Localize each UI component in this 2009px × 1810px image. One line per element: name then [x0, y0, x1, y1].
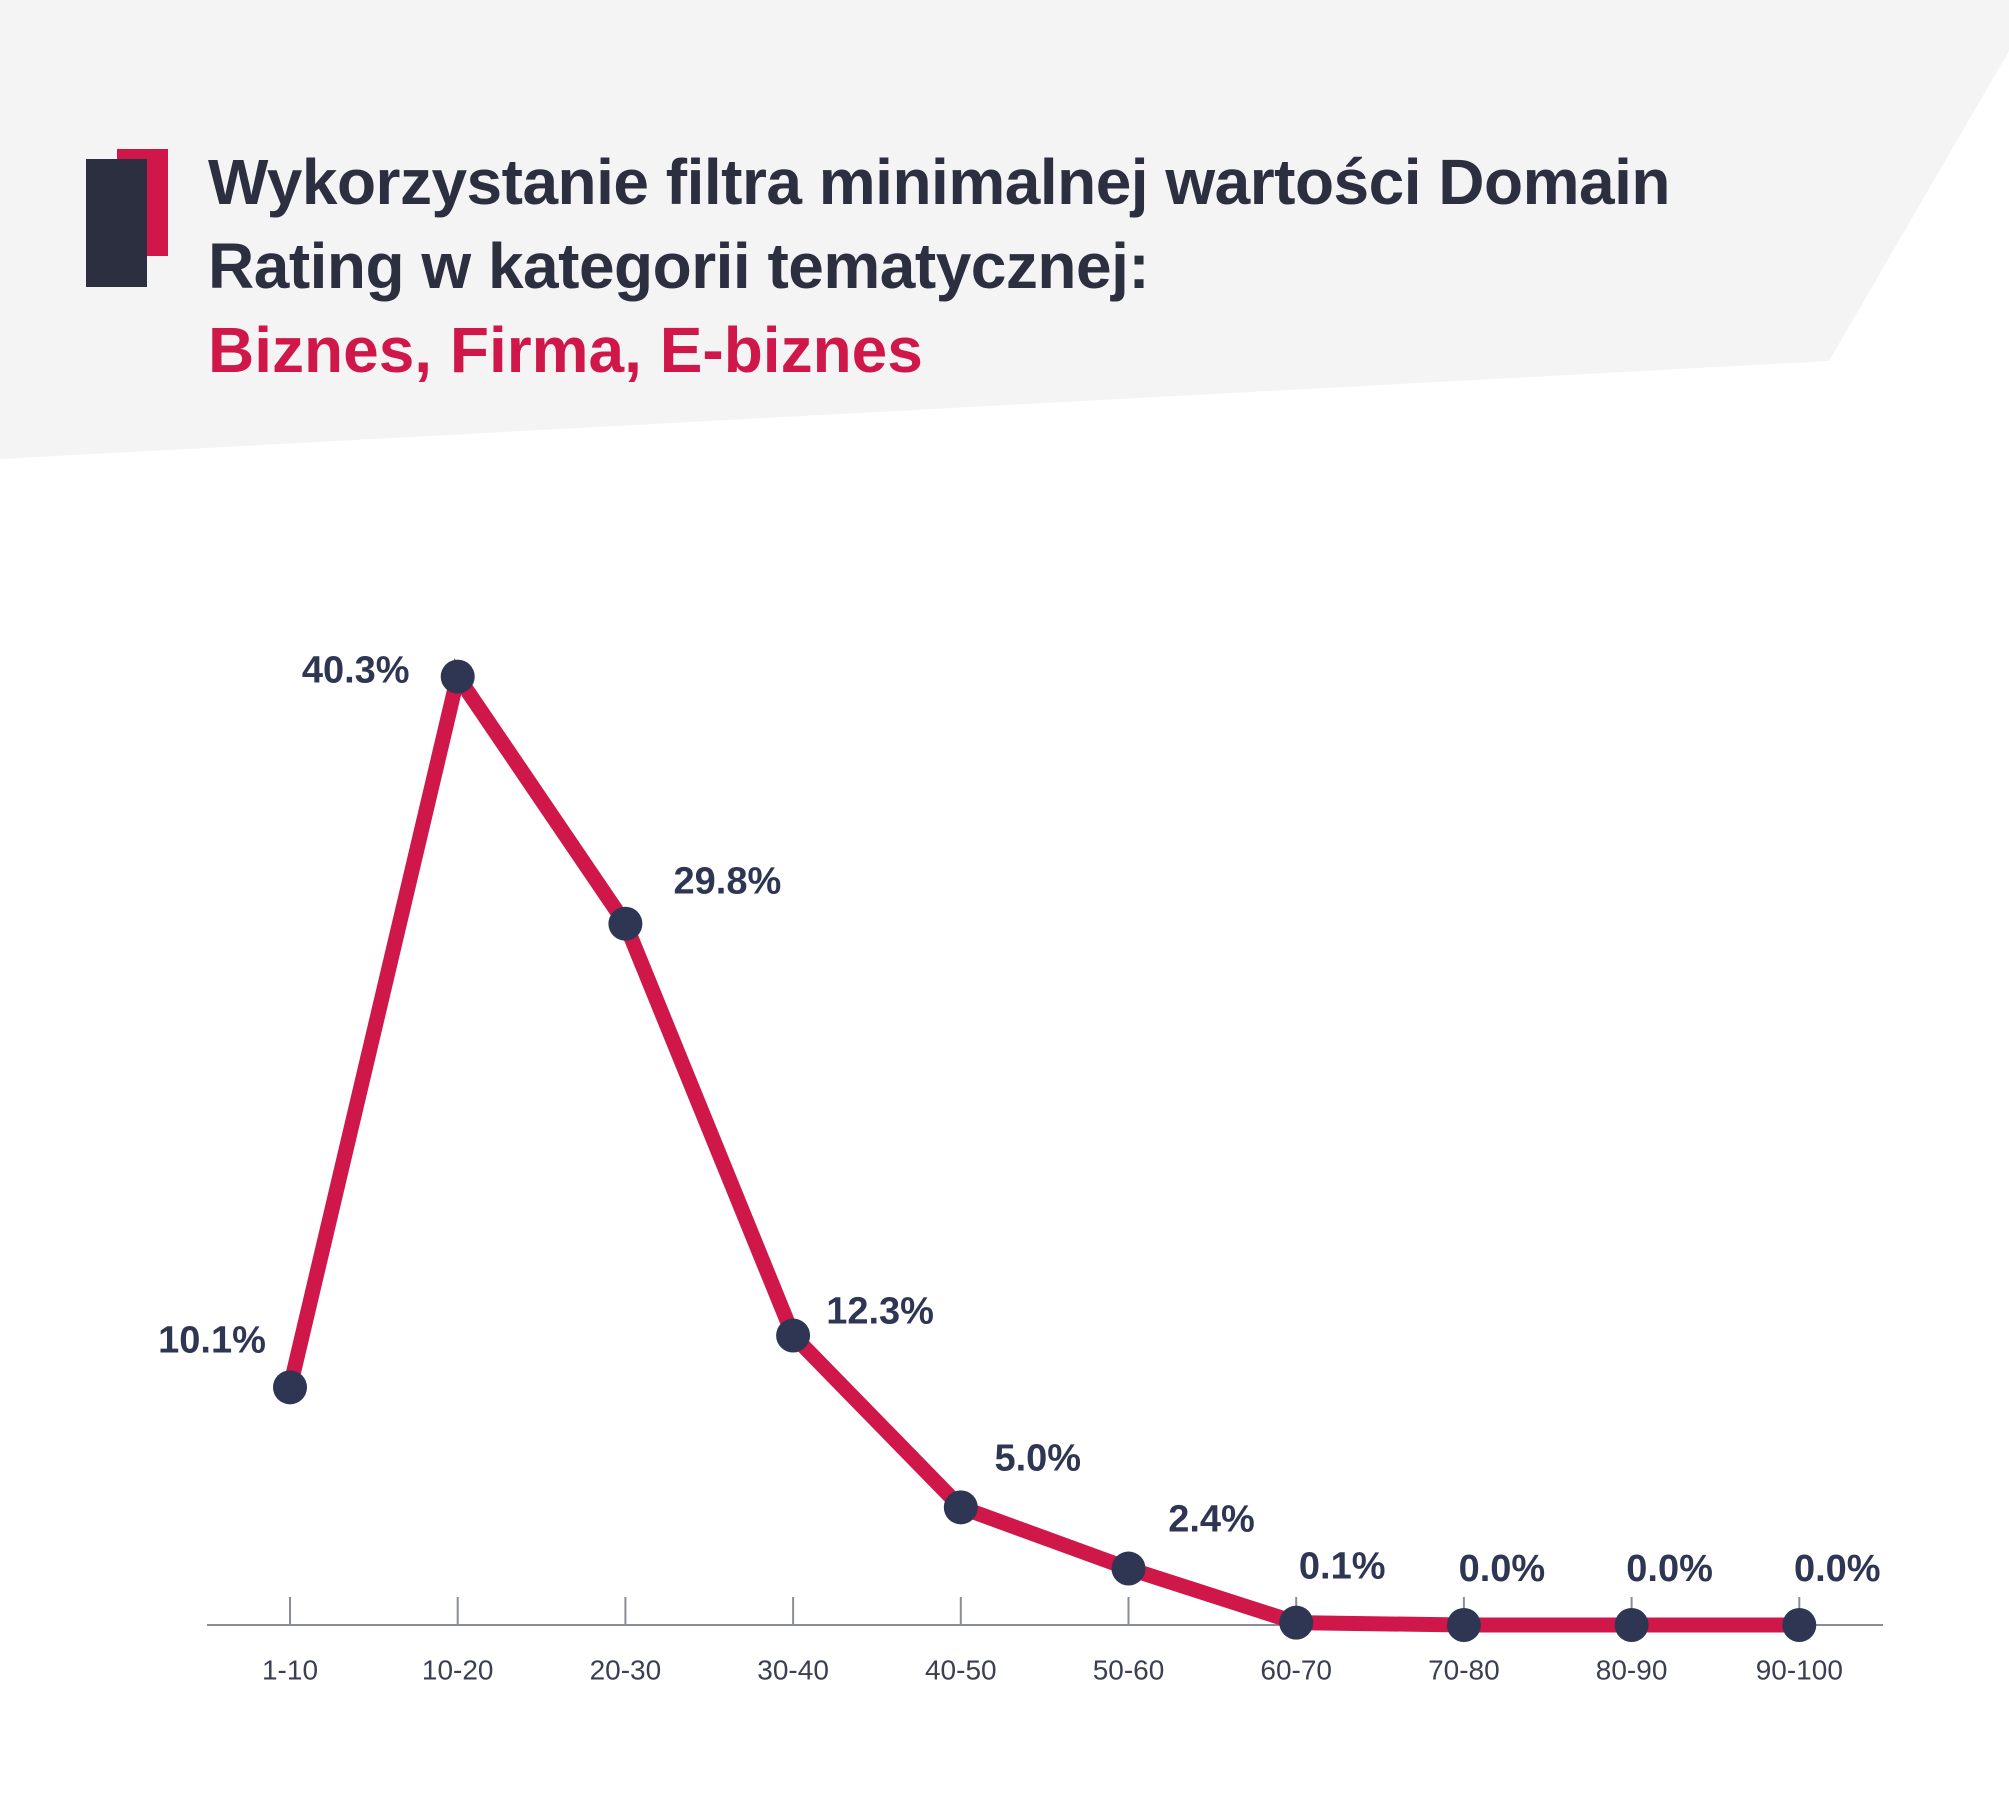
marker	[1614, 1608, 1649, 1642]
value-label: 0.0%	[1459, 1548, 1546, 1590]
chart-title: Wykorzystanie filtra minimalnej wartości…	[208, 146, 1670, 302]
value-label: 0.0%	[1794, 1548, 1881, 1590]
x-tick-label: 70-80	[1428, 1654, 1500, 1685]
marker	[776, 1318, 811, 1353]
x-tick-label: 90-100	[1756, 1654, 1843, 1685]
line	[282, 658, 1800, 1633]
x-tick-label: 40-50	[925, 1654, 997, 1685]
x-tick-label: 30-40	[757, 1654, 829, 1685]
marker	[1279, 1605, 1314, 1640]
marker	[1446, 1608, 1481, 1642]
chart-subtitle: Biznes, Firma, E-biznes	[208, 314, 923, 386]
marker	[1111, 1551, 1146, 1586]
value-label: 12.3%	[826, 1291, 934, 1333]
marker	[273, 1370, 307, 1405]
header-band	[0, 0, 2009, 459]
marker	[1782, 1608, 1817, 1642]
logo-block	[86, 159, 147, 287]
x-tick-label: 80-90	[1596, 1654, 1668, 1685]
value-label: 5.0%	[994, 1437, 1081, 1479]
marker	[943, 1490, 978, 1525]
value-label: 2.4%	[1168, 1499, 1255, 1541]
x-tick-label: 1-10	[262, 1654, 318, 1685]
x-tick-label: 10-20	[422, 1654, 494, 1685]
value-label: 10.1%	[158, 1319, 266, 1361]
x-tick-label: 20-30	[590, 1654, 662, 1685]
value-label: 0.1%	[1299, 1546, 1386, 1588]
marker	[440, 659, 475, 694]
value-label: 0.0%	[1626, 1548, 1713, 1590]
value-label: 40.3%	[302, 650, 410, 692]
x-tick-label: 60-70	[1260, 1654, 1332, 1685]
value-label: 29.8%	[674, 861, 782, 903]
x-tick-label: 50-60	[1093, 1654, 1165, 1685]
marker	[608, 906, 643, 941]
